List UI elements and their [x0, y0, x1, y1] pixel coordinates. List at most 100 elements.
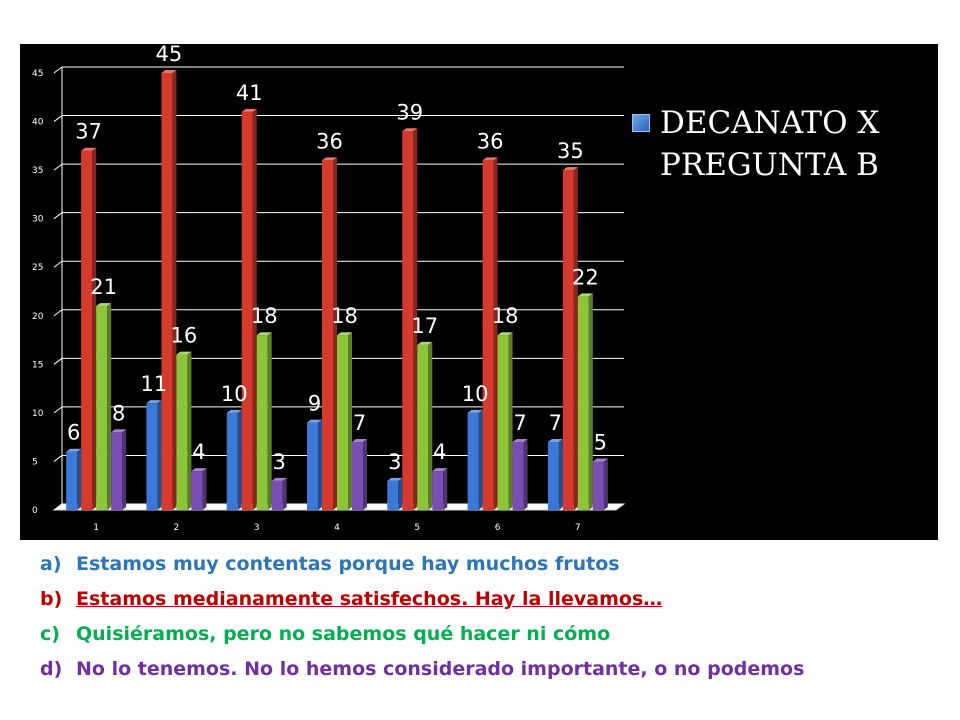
data-label: 10 — [462, 382, 489, 406]
bar-side — [282, 477, 287, 510]
bar-top — [191, 468, 207, 472]
bar — [387, 480, 399, 510]
data-label: 6 — [67, 421, 80, 445]
data-label: 18 — [331, 304, 358, 328]
x-axis: 1 2 3 4 5 6 7 — [93, 523, 580, 533]
option-text: Quisiéramos, pero no sabemos qué hacer n… — [76, 623, 611, 645]
option-letter: c) — [40, 623, 60, 645]
bar — [352, 442, 363, 510]
data-label: 16 — [171, 324, 198, 348]
bar — [241, 111, 253, 510]
bar — [146, 403, 158, 510]
y-tick-label: 10 — [32, 409, 44, 419]
bar-side — [122, 429, 127, 510]
data-label: 36 — [477, 129, 504, 153]
data-label: 10 — [221, 382, 248, 406]
gridline-side — [53, 212, 63, 220]
bar-top — [161, 70, 177, 73]
data-label: 35 — [557, 139, 584, 163]
bar — [577, 296, 589, 510]
data-label: 37 — [75, 120, 102, 144]
y-tick-label: 45 — [32, 69, 43, 79]
bar — [66, 451, 78, 510]
bar-side — [493, 157, 498, 510]
bar — [191, 471, 203, 510]
bar — [512, 442, 524, 510]
bar-side — [267, 332, 272, 510]
x-tick-label: 3 — [254, 523, 260, 533]
option-letter: d) — [40, 658, 63, 680]
data-label: 4 — [433, 440, 446, 464]
bar-top — [322, 157, 337, 161]
bar-side — [252, 108, 257, 510]
bar — [256, 335, 268, 510]
bar-top — [337, 332, 352, 336]
bar — [81, 150, 93, 510]
bar-top — [562, 167, 578, 171]
bar-side — [508, 332, 513, 510]
bar-top — [577, 293, 593, 297]
bar-top — [226, 409, 242, 413]
bar-top — [467, 409, 483, 413]
x-tick-label: 7 — [575, 523, 581, 533]
bar — [402, 131, 414, 510]
data-label: 3 — [388, 450, 401, 474]
bar-top — [352, 439, 367, 443]
x-tick-label: 2 — [174, 523, 180, 533]
y-tick-label: 20 — [32, 312, 44, 322]
bar-top — [256, 332, 272, 336]
legend-swatch — [632, 114, 650, 132]
bar-top — [512, 439, 528, 443]
data-label: 8 — [112, 401, 125, 425]
bar — [111, 432, 123, 510]
bar — [226, 412, 238, 510]
bar-top — [271, 477, 287, 481]
data-label: 5 — [594, 430, 607, 454]
bar — [322, 160, 333, 510]
bar-side — [107, 303, 112, 510]
gridline-side — [53, 66, 63, 74]
bar — [547, 442, 559, 510]
bar-top — [66, 448, 82, 452]
bar — [161, 73, 173, 510]
bar-side — [573, 167, 578, 510]
bar-top — [241, 108, 257, 112]
data-label: 17 — [411, 314, 438, 338]
x-tick-label: 4 — [334, 523, 340, 533]
bars — [66, 70, 608, 510]
option-a: a) Estamos muy contentas porque hay much… — [40, 549, 940, 584]
option-letter: a) — [40, 553, 62, 575]
bar-side — [363, 439, 367, 510]
bar-top — [146, 400, 162, 404]
answer-options: a) Estamos muy contentas porque hay much… — [40, 549, 940, 689]
bar-side — [443, 468, 448, 510]
bar-side — [398, 477, 403, 510]
bar-side — [333, 157, 337, 510]
bar — [96, 306, 108, 510]
bar-side — [237, 409, 242, 510]
bar-top — [176, 351, 192, 355]
data-label: 3 — [273, 450, 286, 474]
y-tick-label: 15 — [32, 360, 43, 370]
bar — [417, 344, 429, 510]
option-c: c) Quisiéramos, pero no sabemos qué hace… — [40, 619, 940, 654]
y-tick-label: 25 — [32, 263, 43, 273]
gridline-side — [53, 163, 63, 171]
bar-top — [96, 303, 112, 307]
option-text: No lo tenemos. No lo hemos considerado i… — [76, 658, 805, 680]
x-tick-label: 6 — [495, 523, 501, 533]
y-tick-label: 35 — [32, 166, 43, 176]
bar — [432, 471, 444, 510]
gridline-side — [53, 115, 63, 122]
gridline-side — [53, 357, 63, 365]
gridline-side — [53, 260, 63, 268]
data-label: 18 — [251, 304, 278, 328]
option-d: d) No lo tenemos. No lo hemos considerad… — [40, 654, 940, 689]
bar-top — [432, 468, 448, 472]
data-label: 18 — [492, 304, 519, 328]
data-label: 9 — [308, 392, 321, 416]
bar — [562, 170, 574, 510]
bar — [307, 422, 318, 510]
